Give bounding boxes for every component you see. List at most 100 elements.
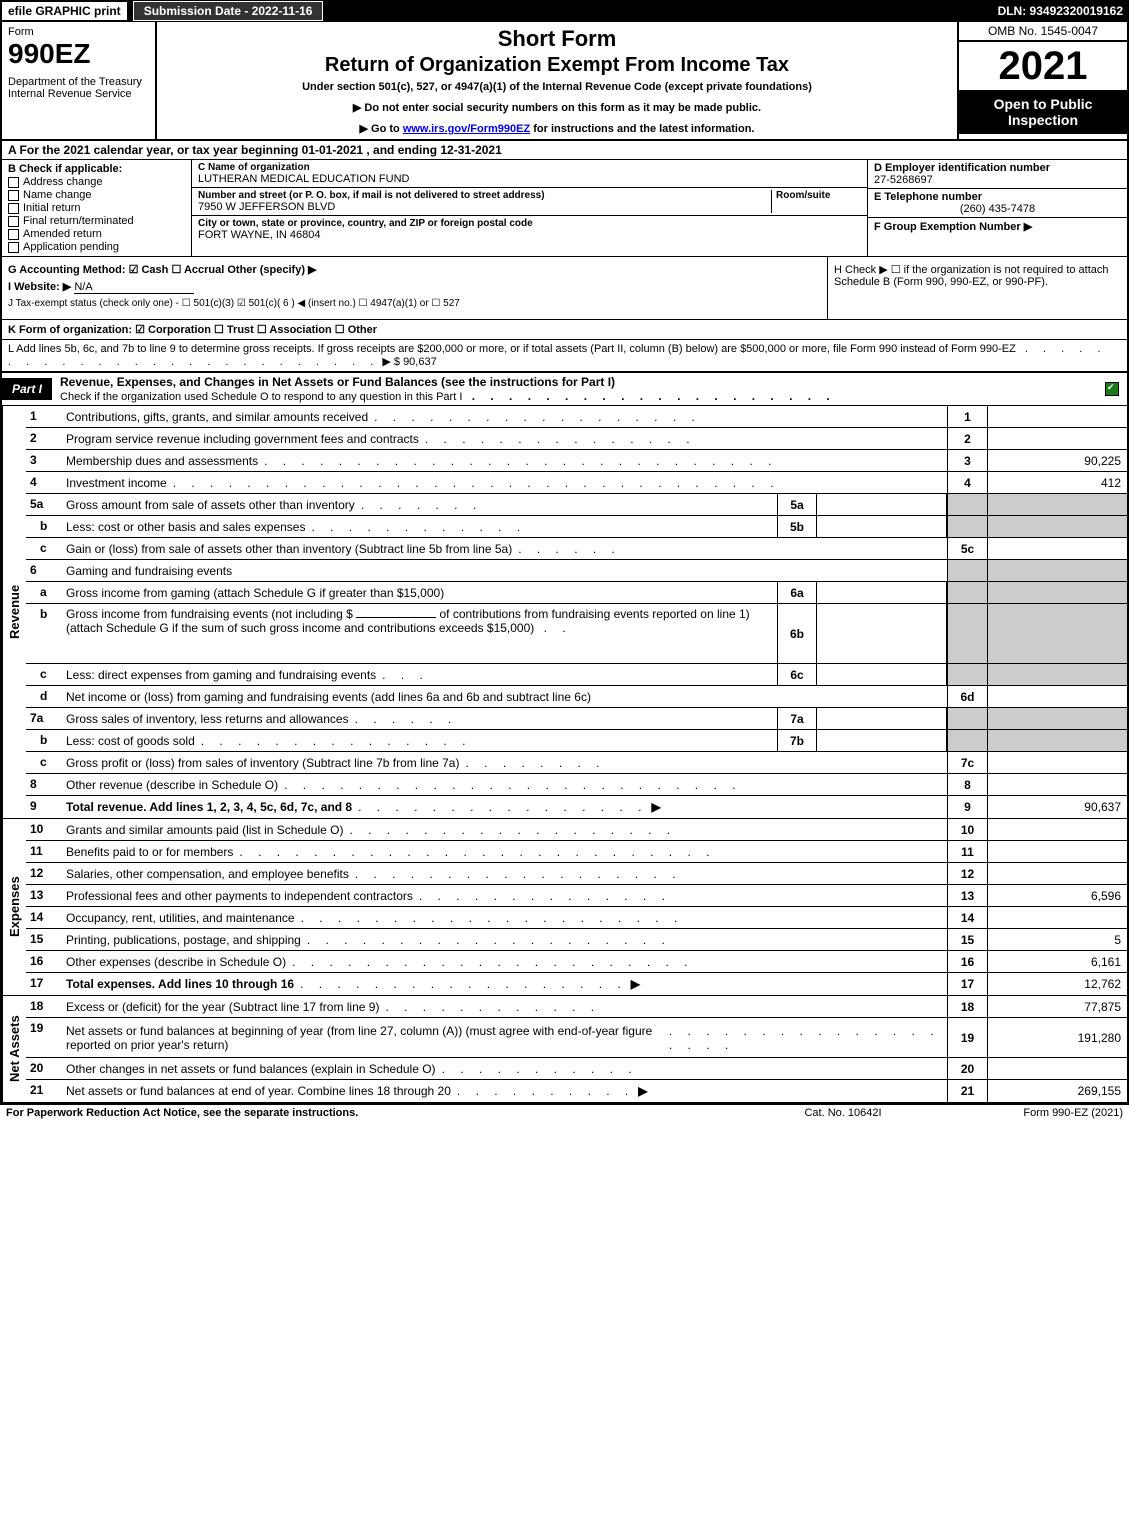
expenses-lines: 10 Grants and similar amounts paid (list… xyxy=(26,819,1127,995)
checkbox-icon[interactable] xyxy=(8,203,19,214)
website-value: N/A xyxy=(74,281,194,294)
line-amt xyxy=(987,538,1127,559)
line-num: 9 xyxy=(26,796,62,818)
chk-label: Final return/terminated xyxy=(23,215,134,227)
phone-row: E Telephone number (260) 435-7478 xyxy=(868,189,1127,218)
line-num: 18 xyxy=(26,996,62,1017)
line-ref: 15 xyxy=(947,929,987,950)
line-amt xyxy=(987,686,1127,707)
sub-val xyxy=(817,604,947,663)
line-num: c xyxy=(26,664,62,685)
dots: . . . . . . xyxy=(349,712,458,726)
dots: . . xyxy=(538,621,572,635)
checkbox-icon[interactable] xyxy=(8,242,19,253)
line-num: 3 xyxy=(26,450,62,471)
line-ref: 19 xyxy=(947,1018,987,1057)
top-bar: efile GRAPHIC print Submission Date - 20… xyxy=(0,0,1129,22)
org-name-row: C Name of organization LUTHERAN MEDICAL … xyxy=(192,160,867,188)
desc-text: Total revenue. Add lines 1, 2, 3, 4, 5c,… xyxy=(66,800,352,814)
section-ghij: G Accounting Method: ☑ Cash ☐ Accrual Ot… xyxy=(0,257,1129,320)
checkbox-icon[interactable] xyxy=(8,190,19,201)
dots: . . . . . . . . . . xyxy=(451,1084,634,1098)
chk-amended-return: Amended return xyxy=(8,228,185,240)
line-5a: 5a Gross amount from sale of assets othe… xyxy=(26,494,1127,516)
dots: . . . . . . . . . . . . . . . . . . . . … xyxy=(286,955,693,969)
dots: . . . . . . . . . . . . . . . . . . xyxy=(368,410,701,424)
line-num: a xyxy=(26,582,62,603)
line-num: 6 xyxy=(26,560,62,581)
part1-checkbox[interactable] xyxy=(1105,382,1119,396)
line-num: 10 xyxy=(26,819,62,840)
expenses-sidelabel: Expenses xyxy=(2,819,26,995)
sub-ref: 7a xyxy=(777,708,817,729)
department-label: Department of the Treasury Internal Reve… xyxy=(8,76,149,100)
dots: . . . . . . . . . . . . . . . . . . . . xyxy=(301,933,671,947)
line-ref-shade xyxy=(947,604,987,663)
row-l-amount: ▶ $ 90,637 xyxy=(382,356,436,368)
line-desc: Benefits paid to or for members. . . . .… xyxy=(62,841,947,862)
dots: . . . . . . . . . . . . . . . . . . . . … xyxy=(278,778,741,792)
line-amt xyxy=(987,752,1127,773)
line-ref: 2 xyxy=(947,428,987,449)
chk-name-change: Name change xyxy=(8,189,185,201)
line-6b: b Gross income from fundraising events (… xyxy=(26,604,1127,664)
checkbox-icon[interactable] xyxy=(8,216,19,227)
line-num: 17 xyxy=(26,973,62,995)
line-ref: 9 xyxy=(947,796,987,818)
city-value: FORT WAYNE, IN 46804 xyxy=(198,229,861,241)
sub-ref: 6b xyxy=(777,604,817,663)
phone-label: E Telephone number xyxy=(874,191,1121,203)
column-b: B Check if applicable: Address change Na… xyxy=(2,160,192,256)
irs-link[interactable]: www.irs.gov/Form990EZ xyxy=(403,123,530,135)
netassets-block: Net Assets 18 Excess or (deficit) for th… xyxy=(0,996,1129,1104)
line-7b: b Less: cost of goods sold. . . . . . . … xyxy=(26,730,1127,752)
omb-number: OMB No. 1545-0047 xyxy=(959,22,1127,42)
header-left: Form 990EZ Department of the Treasury In… xyxy=(2,22,157,139)
line-num: c xyxy=(26,538,62,559)
line-18: 18 Excess or (deficit) for the year (Sub… xyxy=(26,996,1127,1018)
column-def: D Employer identification number 27-5268… xyxy=(867,160,1127,256)
ein-row: D Employer identification number 27-5268… xyxy=(868,160,1127,189)
sub-val xyxy=(817,516,947,537)
line-amt xyxy=(987,863,1127,884)
dots: . . . . . . . . . . . . . . . . . . . . … xyxy=(167,476,780,490)
line-amt-shade xyxy=(987,730,1127,751)
line-8: 8 Other revenue (describe in Schedule O)… xyxy=(26,774,1127,796)
dots: . . . . . . xyxy=(512,542,621,556)
line-num: 19 xyxy=(26,1018,62,1057)
street-label: Number and street (or P. O. box, if mail… xyxy=(198,190,771,201)
dots: . . . . . . . . . . . . . . . . . . xyxy=(294,977,627,991)
desc-text: Net income or (loss) from gaming and fun… xyxy=(66,690,591,704)
part1-tag: Part I xyxy=(2,378,52,400)
line-ref: 7c xyxy=(947,752,987,773)
tax-year: 2021 xyxy=(959,42,1127,90)
line-amt xyxy=(987,774,1127,795)
line-amt: 6,596 xyxy=(987,885,1127,906)
ghij-left: G Accounting Method: ☑ Cash ☐ Accrual Ot… xyxy=(2,257,827,319)
arrow-icon: ▶ xyxy=(647,800,664,814)
dots: . . . . . . . . . . . . . . . xyxy=(419,432,696,446)
line-amt: 90,637 xyxy=(987,796,1127,818)
line-amt-shade xyxy=(987,708,1127,729)
desc-text: Other changes in net assets or fund bala… xyxy=(66,1062,436,1076)
website-line: I Website: ▶ N/A xyxy=(8,280,821,294)
ssn-warning: ▶ Do not enter social security numbers o… xyxy=(165,101,949,114)
checkbox-icon[interactable] xyxy=(8,229,19,240)
desc-text: Net assets or fund balances at beginning… xyxy=(66,1024,663,1052)
line-desc: Gross sales of inventory, less returns a… xyxy=(62,708,777,729)
line-16: 16 Other expenses (describe in Schedule … xyxy=(26,951,1127,973)
line-desc: Other revenue (describe in Schedule O). … xyxy=(62,774,947,795)
room-label: Room/suite xyxy=(776,190,861,201)
fundraising-amount-blank xyxy=(356,617,436,618)
sub-val xyxy=(817,582,947,603)
line-ref: 1 xyxy=(947,406,987,427)
desc-text: Gross income from gaming (attach Schedul… xyxy=(66,586,444,600)
line-num: 1 xyxy=(26,406,62,427)
dln-label: DLN: 93492320019162 xyxy=(998,4,1129,18)
checkbox-icon[interactable] xyxy=(8,177,19,188)
dots: . . . . . . . . xyxy=(459,756,605,770)
line-desc: Contributions, gifts, grants, and simila… xyxy=(62,406,947,427)
desc-text: Total expenses. Add lines 10 through 16 xyxy=(66,977,294,991)
desc-text: Grants and similar amounts paid (list in… xyxy=(66,823,343,837)
chk-label: Name change xyxy=(23,189,92,201)
